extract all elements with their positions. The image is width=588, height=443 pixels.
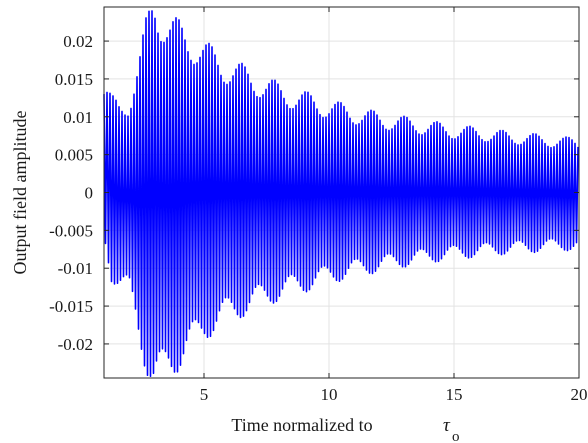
y-tick-label: 0	[85, 184, 94, 203]
amplitude-line	[103, 10, 579, 378]
y-tick-label: 0.015	[55, 70, 93, 89]
y-tick-label: 0.005	[55, 146, 93, 165]
x-axis-label-symbol: τ	[443, 415, 451, 436]
y-tick-label: -0.015	[49, 297, 93, 316]
y-tick-label: -0.01	[58, 259, 93, 278]
x-tick-label: 5	[200, 385, 209, 404]
x-tick-label: 20	[571, 385, 588, 404]
y-tick-label: 0.01	[63, 108, 93, 127]
axis-ticks: 5 10 15 20 0.02 0.015 0.01 0.005 0 -0.005 -0.01 -0.…	[49, 7, 588, 404]
x-axis-label-subscript: o	[452, 429, 460, 443]
x-axis-label: Time normalized to	[231, 415, 372, 435]
x-tick-label: 10	[321, 385, 338, 404]
y-axis-label: Output field amplitude	[10, 111, 30, 275]
y-tick-label: 0.02	[63, 32, 93, 51]
x-tick-label: 15	[446, 385, 463, 404]
y-tick-label: -0.02	[58, 335, 93, 354]
y-tick-label: -0.005	[49, 221, 93, 240]
plot-series	[103, 10, 579, 378]
